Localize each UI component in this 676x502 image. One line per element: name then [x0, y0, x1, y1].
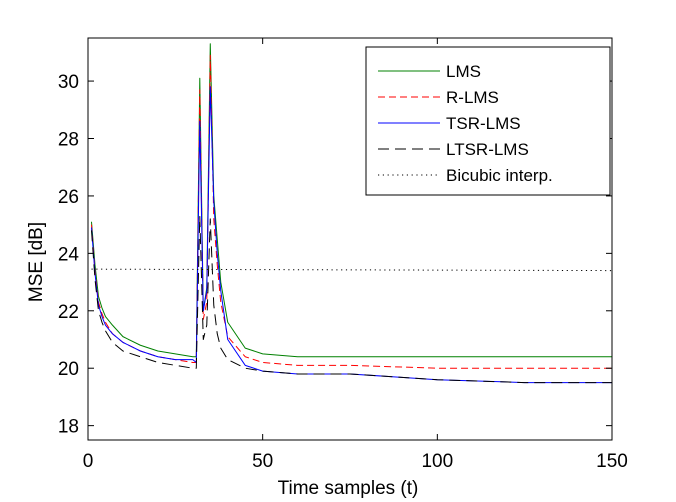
y-tick-label: 22 — [58, 302, 79, 323]
series-layer — [90, 43, 613, 384]
x-tick-label: 100 — [421, 451, 453, 472]
axes-layer: 0 50 100 150 18 20 22 24 26 28 30 — [58, 37, 628, 472]
plot-area-frame — [87, 37, 613, 441]
y-tick-label: 26 — [58, 187, 79, 208]
y-tick-label: 24 — [58, 244, 80, 265]
series-line-bicubic-interp- — [91, 268, 613, 272]
legend-label: LMS — [446, 62, 481, 81]
legend-label: Bicubic interp. — [446, 166, 553, 185]
x-tick-label: 50 — [252, 451, 273, 472]
legend: LMS R-LMS TSR-LMS LTSR-LMS Bicubic interp. — [365, 46, 611, 196]
x-tick-label: 150 — [596, 451, 628, 472]
x-tick-label: 0 — [83, 451, 94, 472]
legend-label: TSR-LMS — [446, 114, 521, 133]
y-tick-label: 28 — [58, 130, 79, 151]
x-axis-label: Time samples (t) — [278, 478, 419, 499]
y-axis-label: MSE [dB] — [26, 222, 47, 302]
legend-label: LTSR-LMS — [446, 140, 529, 159]
y-tick-label: 30 — [58, 72, 79, 93]
y-tick-label: 18 — [58, 417, 79, 438]
y-tick-label: 20 — [58, 359, 79, 380]
legend-box — [365, 46, 611, 196]
legend-label: R-LMS — [446, 88, 499, 107]
series-line-ltsr-lms — [90, 215, 612, 384]
series-line-r-lms — [90, 54, 612, 369]
